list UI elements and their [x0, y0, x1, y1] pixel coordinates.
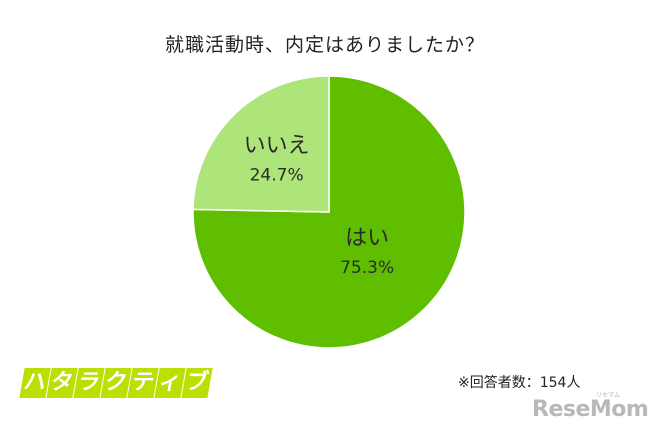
slice-value-no: 24.7% — [250, 166, 304, 186]
pie-slice-yes — [192, 75, 466, 349]
respondent-count: ※回答者数：154人 — [458, 375, 581, 391]
hataractive-logo: ハタラクティブ — [19, 368, 213, 398]
resemom-kana: リセマム — [596, 392, 621, 399]
pie-slice-no — [192, 75, 330, 213]
slice-value-yes: 75.3% — [340, 258, 394, 278]
slice-label-yes: はい — [345, 226, 389, 251]
resemom-watermark: ReseMom — [532, 397, 649, 422]
slice-label-no: いいえ — [244, 134, 310, 159]
chart-title: 就職活動時、内定はありましたか？ — [164, 34, 485, 56]
